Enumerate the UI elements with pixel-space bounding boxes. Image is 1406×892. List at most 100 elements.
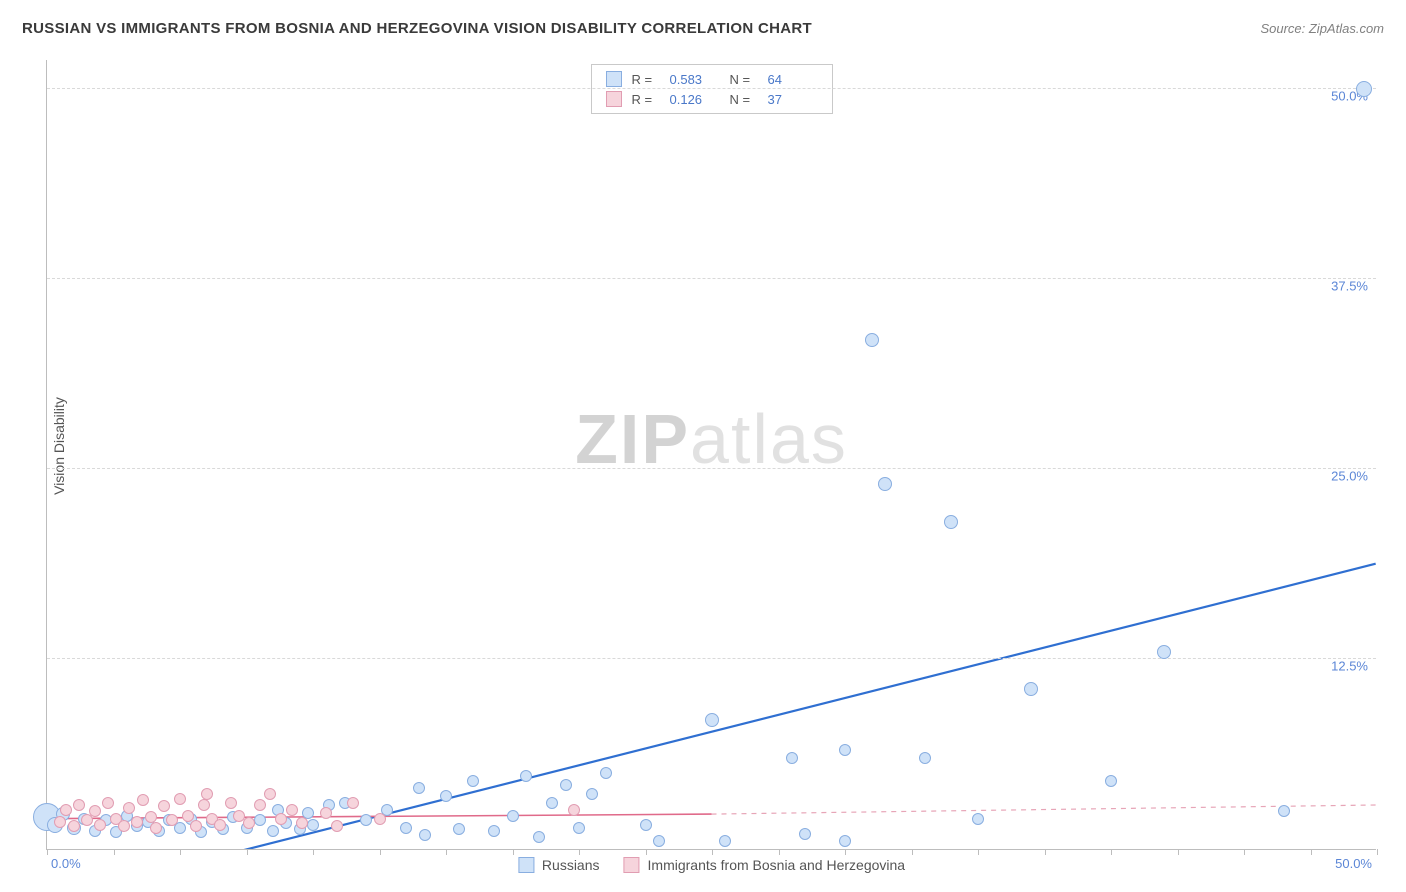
data-point (533, 831, 545, 843)
x-tick (380, 849, 381, 855)
data-point (118, 820, 130, 832)
data-point (1157, 645, 1171, 659)
x-tick (247, 849, 248, 855)
data-point (719, 835, 731, 847)
data-point (560, 779, 572, 791)
x-tick (1045, 849, 1046, 855)
data-point (182, 810, 194, 822)
data-point (1278, 805, 1290, 817)
x-tick (646, 849, 647, 855)
data-point (198, 799, 210, 811)
data-point (919, 752, 931, 764)
data-point (102, 797, 114, 809)
legend-series: Russians Immigrants from Bosnia and Herz… (518, 857, 905, 873)
x-tick (313, 849, 314, 855)
data-point (214, 819, 226, 831)
data-point (94, 819, 106, 831)
data-point (68, 820, 80, 832)
data-point (839, 835, 851, 847)
data-point (573, 822, 585, 834)
data-point (73, 799, 85, 811)
data-point (865, 333, 879, 347)
trend-lines (47, 60, 1376, 849)
data-point (507, 810, 519, 822)
data-point (307, 819, 319, 831)
x-tick (1244, 849, 1245, 855)
data-point (374, 813, 386, 825)
data-point (264, 788, 276, 800)
x-tick (912, 849, 913, 855)
x-tick (1178, 849, 1179, 855)
data-point (1024, 682, 1038, 696)
data-point (320, 807, 332, 819)
x-tick (978, 849, 979, 855)
y-tick-label: 37.5% (1331, 279, 1368, 294)
data-point (54, 816, 66, 828)
data-point (839, 744, 851, 756)
data-point (243, 817, 255, 829)
data-point (413, 782, 425, 794)
x-tick (1377, 849, 1378, 855)
swatch-bosnia-icon (624, 857, 640, 873)
x-tick (845, 849, 846, 855)
data-point (600, 767, 612, 779)
x-tick (1311, 849, 1312, 855)
title-bar: RUSSIAN VS IMMIGRANTS FROM BOSNIA AND HE… (22, 20, 1384, 37)
data-point (286, 804, 298, 816)
gridline (47, 468, 1376, 469)
data-point (705, 713, 719, 727)
data-point (89, 805, 101, 817)
source-label: Source: ZipAtlas.com (1260, 21, 1384, 36)
data-point (166, 814, 178, 826)
data-point (254, 814, 266, 826)
data-point (520, 770, 532, 782)
watermark: ZIPatlas (575, 399, 848, 479)
data-point (225, 797, 237, 809)
swatch-russians-icon (606, 71, 622, 87)
x-tick (513, 849, 514, 855)
gridline (47, 278, 1376, 279)
data-point (174, 793, 186, 805)
data-point (150, 822, 162, 834)
x-tick (712, 849, 713, 855)
data-point (275, 813, 287, 825)
data-point (1105, 775, 1117, 787)
x-tick (180, 849, 181, 855)
chart-title: RUSSIAN VS IMMIGRANTS FROM BOSNIA AND HE… (22, 20, 812, 37)
data-point (190, 820, 202, 832)
data-point (944, 515, 958, 529)
data-point (786, 752, 798, 764)
data-point (972, 813, 984, 825)
x-tick (446, 849, 447, 855)
data-point (158, 800, 170, 812)
data-point (467, 775, 479, 787)
x-tick (779, 849, 780, 855)
swatch-russians-icon (518, 857, 534, 873)
scatter-plot: ZIPatlas R = 0.583 N = 64 R = 0.126 N = … (46, 60, 1376, 850)
data-point (360, 814, 372, 826)
data-point (296, 817, 308, 829)
data-point (347, 797, 359, 809)
data-point (640, 819, 652, 831)
data-point (123, 802, 135, 814)
data-point (331, 820, 343, 832)
data-point (440, 790, 452, 802)
x-tick (47, 849, 48, 855)
data-point (488, 825, 500, 837)
y-tick-label: 12.5% (1331, 659, 1368, 674)
legend-item-bosnia: Immigrants from Bosnia and Herzegovina (624, 857, 906, 873)
data-point (453, 823, 465, 835)
data-point (131, 816, 143, 828)
data-point (254, 799, 266, 811)
legend-stats-row-bosnia: R = 0.126 N = 37 (592, 89, 832, 109)
x-min-label: 0.0% (51, 856, 81, 871)
x-max-label: 50.0% (1335, 856, 1372, 871)
data-point (60, 804, 72, 816)
data-point (137, 794, 149, 806)
x-tick (114, 849, 115, 855)
data-point (546, 797, 558, 809)
data-point (568, 804, 580, 816)
x-tick (1111, 849, 1112, 855)
x-tick (579, 849, 580, 855)
data-point (267, 825, 279, 837)
